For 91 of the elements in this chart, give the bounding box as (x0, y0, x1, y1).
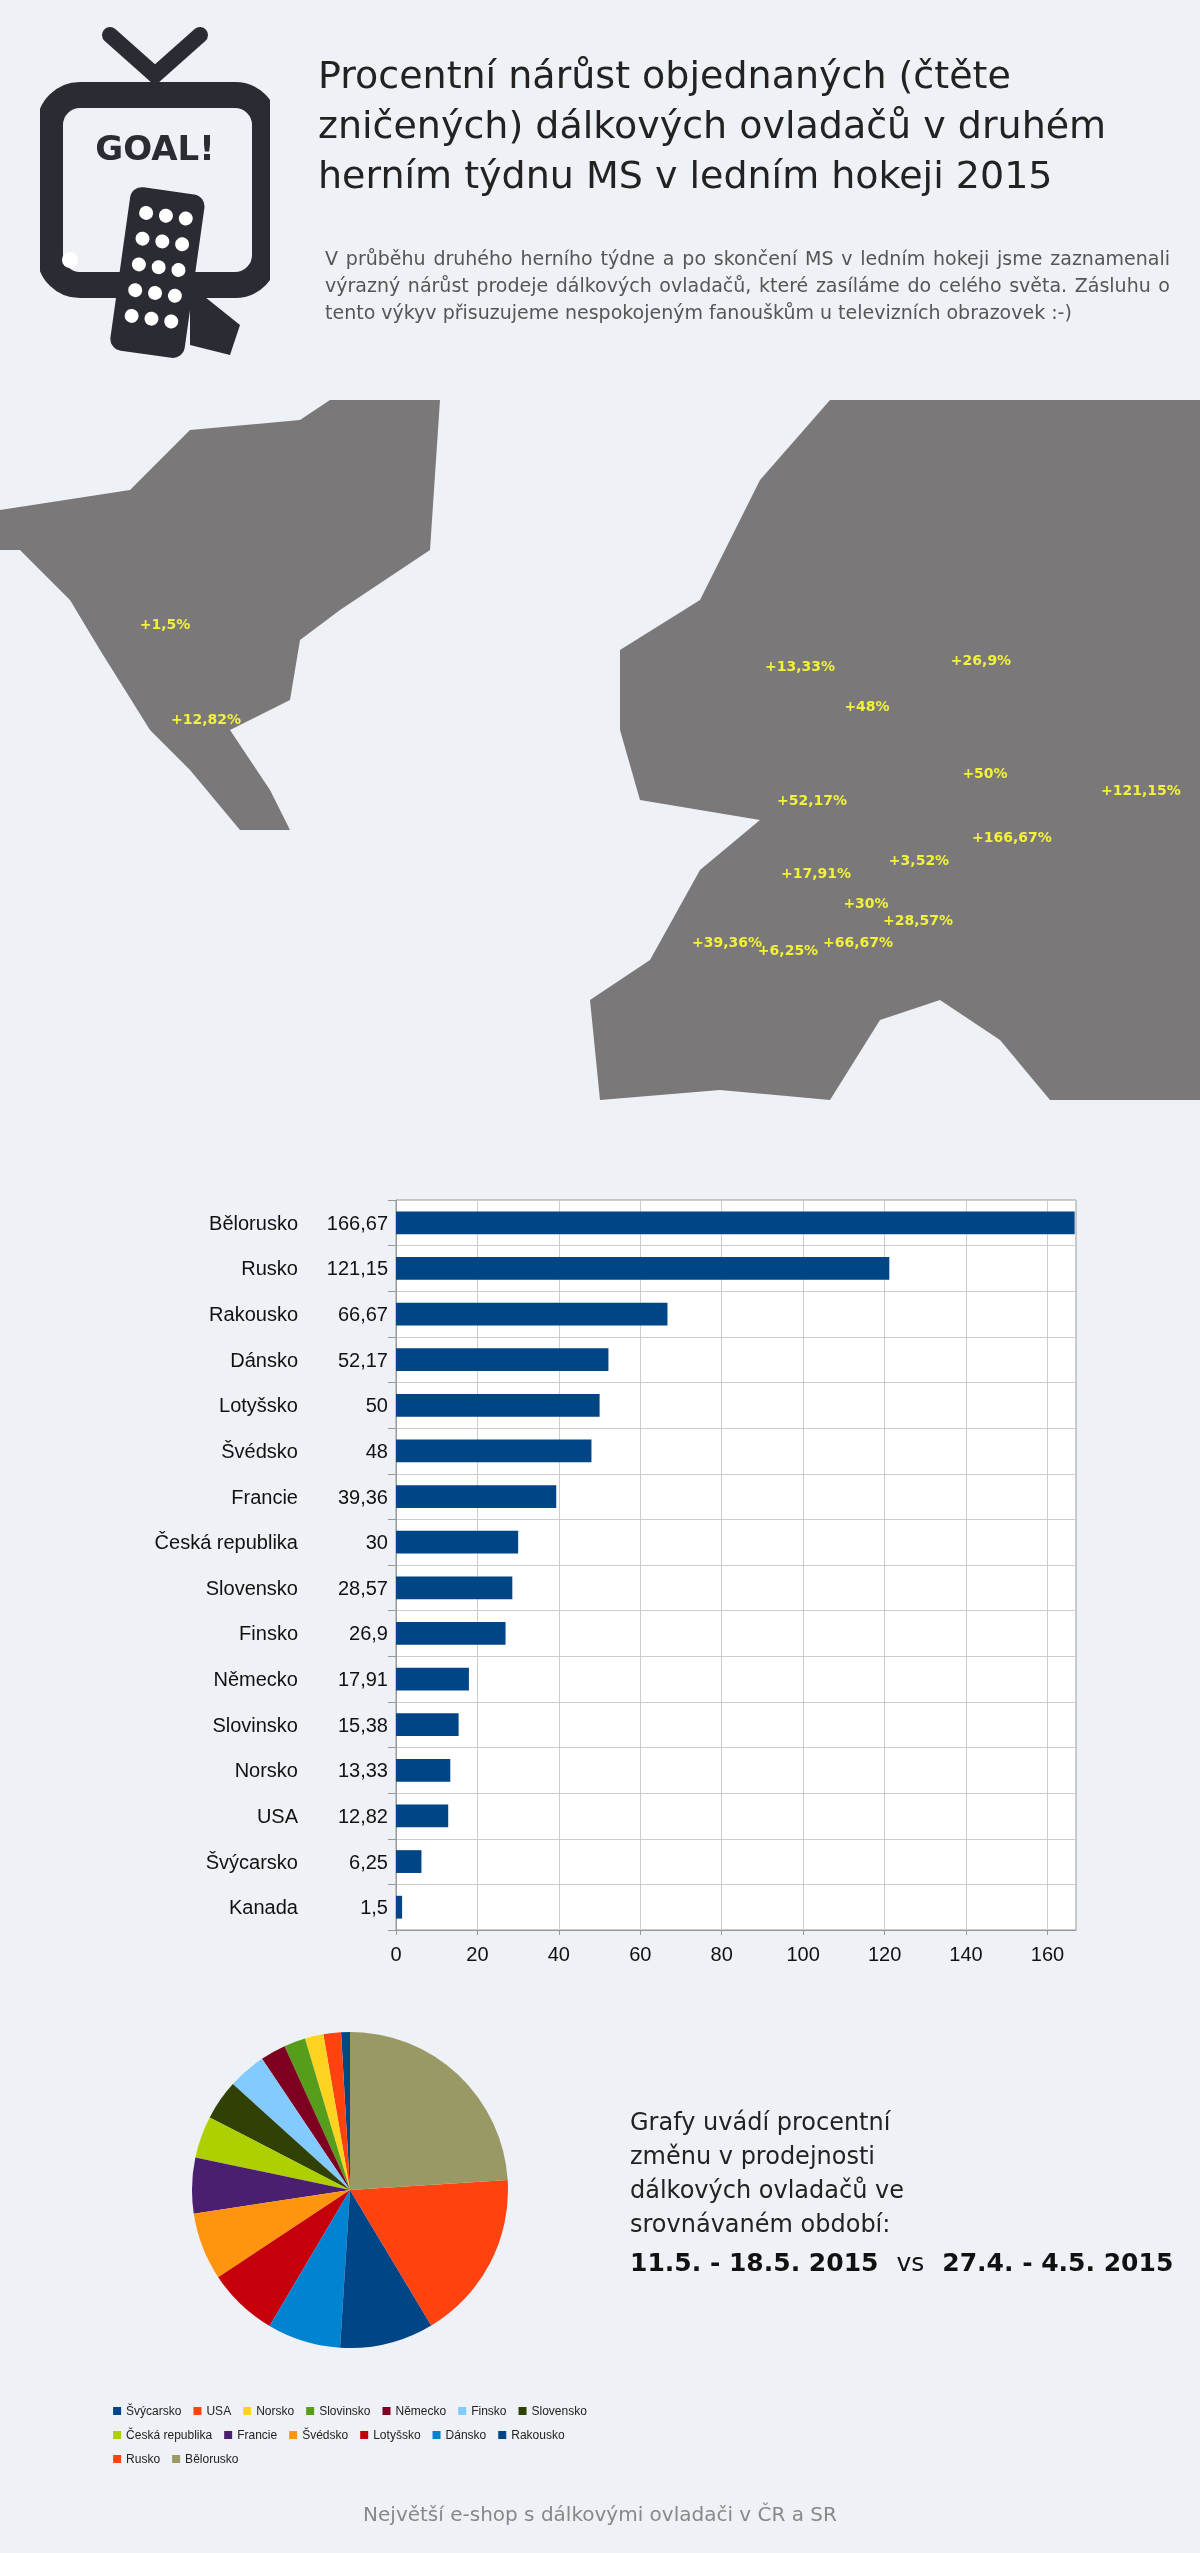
legend-label: Finsko (471, 2404, 507, 2418)
bar (396, 1348, 609, 1372)
bar (396, 1302, 668, 1326)
text: +166,67% (972, 829, 1052, 845)
text: Největší e-shop s dálkovými ovladači v ČR a SR (362, 2502, 838, 2526)
legend-label: Rusko (126, 2452, 161, 2466)
x-tick-label: 80 (710, 1943, 733, 1965)
x-tick-label: 140 (949, 1943, 983, 1965)
y-tick-label: Francie (231, 1485, 298, 1508)
y-tick-label: Kanada (229, 1896, 299, 1919)
x-tick-label: 120 (867, 1943, 902, 1965)
text: +1,5% (139, 616, 191, 632)
data-label: 12,82 (337, 1804, 388, 1827)
x-tick-label: 40 (547, 1943, 570, 1965)
legend-label: Švýcarsko (126, 2403, 182, 2418)
bar (396, 1758, 451, 1782)
legend-label: Bělorusko (185, 2452, 239, 2466)
y-tick-label: Bělorusko (209, 1211, 298, 1234)
data-label: 28,57 (337, 1576, 388, 1599)
legend-label: Slovensko (531, 2404, 588, 2418)
bar (396, 1895, 403, 1919)
data-label: 17,91 (337, 1668, 388, 1691)
y-tick-label: Rusko (241, 1257, 298, 1280)
data-label: 1,5 (360, 1896, 388, 1919)
text: +50% (962, 765, 1008, 781)
data-label: 26,9 (349, 1622, 388, 1645)
y-tick-label: Slovensko (205, 1576, 298, 1599)
text: +30% (843, 895, 889, 911)
bar (396, 1211, 1075, 1235)
data-label: 48 (365, 1439, 388, 1462)
y-tick-label: Německo (213, 1668, 298, 1691)
legend-label: Lotyšsko (373, 2428, 421, 2442)
bar (396, 1622, 506, 1645)
text: +26,9% (950, 652, 1012, 668)
data-label: 66,67 (337, 1303, 388, 1326)
text: V průběhu druhého herního týdne a po skončení MS v ledním hokeji jsme zaznamenali výrazný nárůst prodeje dálkových ovladačů, které zasíláme do celého světa. Zásluhu o tento výkyv přisuzujeme nespokojeným fanouškům u televizních obrazovek :-) (325, 246, 1170, 325)
bar (396, 1667, 469, 1691)
y-tick-label: Norsko (234, 1759, 298, 1782)
data-label: 39,36 (337, 1485, 388, 1508)
legend-label: Česká republika (126, 2427, 213, 2442)
data-label: 6,25 (349, 1850, 388, 1873)
data-label: 166,67 (326, 1211, 388, 1234)
text: vs (896, 2248, 925, 2277)
y-tick-label: Slovinsko (212, 1713, 298, 1736)
text: GOAL! (95, 128, 215, 168)
legend-label: Německo (395, 2404, 447, 2418)
text: +48% (844, 698, 890, 714)
bar (396, 1850, 422, 1873)
data-label: 52,17 (337, 1348, 388, 1371)
y-tick-label: Česká republika (154, 1531, 299, 1554)
y-tick-label: Lotyšsko (219, 1394, 298, 1417)
text: 27.4. - 4.5. 2015 (942, 2248, 1174, 2277)
text: +3,52% (888, 852, 950, 868)
x-tick-label: 60 (629, 1943, 652, 1965)
x-tick-label: 100 (786, 1943, 820, 1965)
data-label: 30 (365, 1531, 388, 1554)
text: Procentní nárůst objednaných (čtěte zničených) dálkových ovladačů v druhém herním týdnu MS v ledním hokeji 2015 (318, 52, 1108, 199)
x-tick-label: 0 (390, 1943, 402, 1965)
legend-label: Slovinsko (319, 2404, 371, 2418)
y-tick-label: Švédsko (221, 1439, 298, 1462)
text: +17,91% (780, 865, 852, 881)
y-tick-label: USA (256, 1804, 299, 1827)
text: +13,33% (764, 658, 836, 674)
y-tick-label: Švýcarsko (205, 1850, 298, 1873)
bar (396, 1485, 557, 1508)
text: Grafy uvádí procentní změnu v prodejnosti dálkových ovladačů ve srovnávaném období: (630, 2107, 905, 2240)
bar (396, 1257, 890, 1280)
bar (396, 1439, 592, 1463)
x-tick-label: 160 (1030, 1943, 1065, 1965)
text: +12,82% (170, 711, 242, 727)
legend-label: Švédsko (302, 2427, 349, 2442)
text: +66,67% (822, 934, 894, 950)
text: +52,17% (776, 792, 848, 808)
data-label: 50 (365, 1394, 388, 1417)
data-label: 13,33 (337, 1759, 388, 1782)
bar (396, 1393, 600, 1417)
data-label: 121,15 (326, 1257, 388, 1280)
bar (396, 1713, 459, 1737)
bar (396, 1804, 449, 1828)
legend-label: Rakousko (511, 2428, 565, 2442)
bar (396, 1576, 513, 1600)
x-tick-label: 20 (466, 1943, 489, 1965)
y-tick-label: Dánsko (230, 1348, 298, 1371)
text: 11.5. - 18.5. 2015 (630, 2248, 879, 2277)
text: +28,57% (882, 912, 954, 928)
y-tick-label: Finsko (239, 1622, 298, 1645)
data-label: 15,38 (337, 1713, 388, 1736)
legend-label: Dánsko (445, 2428, 487, 2442)
text: +121,15% (1101, 782, 1181, 798)
bar (396, 1530, 519, 1554)
y-tick-label: Rakousko (209, 1303, 298, 1326)
